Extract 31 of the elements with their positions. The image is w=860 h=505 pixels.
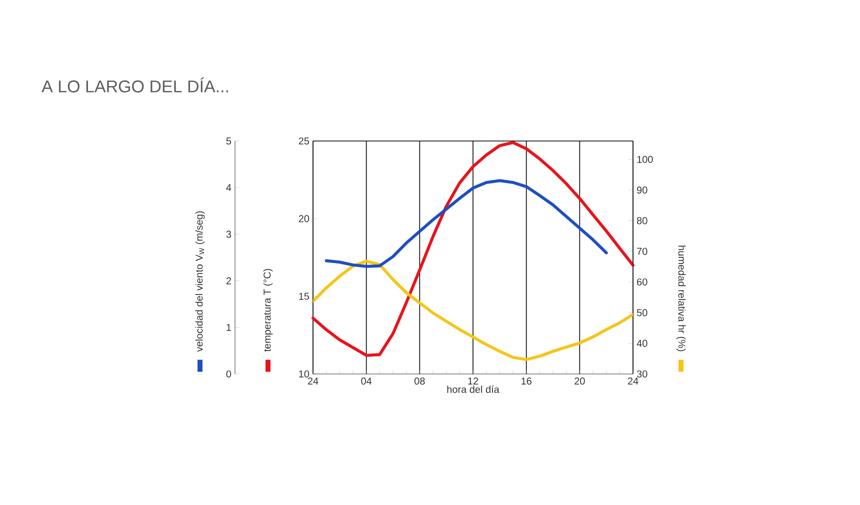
y3-tick-label: 1 <box>226 324 231 331</box>
y2-tick-label: 70 <box>637 248 648 255</box>
text: A LO LARGO DEL DÍA... <box>42 78 228 92</box>
y2-axis-title: humedad relativa hr (%) <box>676 246 686 352</box>
x-axis-title: hora del día <box>447 385 500 393</box>
x-tick-label: 04 <box>361 378 372 385</box>
y2-tick-label: 50 <box>636 309 648 316</box>
x-tick-label: 24 <box>308 378 318 384</box>
y3-tick-label: 3 <box>226 230 232 238</box>
y-tick-label: 15 <box>299 292 310 300</box>
y2-tick-label: 90 <box>637 186 648 194</box>
line-series <box>313 260 633 362</box>
x-tick-label: 08 <box>414 378 425 385</box>
y3-axis-title: velocidad del viento V$_{W}$ (m/seg) <box>195 211 205 352</box>
x-tick-label: 16 <box>522 378 532 385</box>
y-tick-label: 10 <box>299 370 310 378</box>
y3-tick-label: 4 <box>226 184 232 192</box>
x-tick-label: 24 <box>628 378 638 384</box>
y3-tick-label: 2 <box>226 277 231 284</box>
y2-tick-label: 40 <box>636 340 648 347</box>
y-tick-label: 20 <box>298 215 310 222</box>
y2-tick-label: 80 <box>636 217 648 224</box>
y2-tick-label: 30 <box>636 370 648 378</box>
y3-tick-label: 0 <box>226 370 232 378</box>
y2-tick-label: 60 <box>637 278 648 286</box>
y-tick-label: 25 <box>298 137 310 145</box>
x-tick-label: 20 <box>574 378 585 385</box>
y2-tick-label: 100 <box>637 156 653 163</box>
y-axis-title: temperatura T (°C) <box>263 268 273 352</box>
x-tick-label: 12 <box>468 378 478 384</box>
y3-tick-label: 5 <box>226 138 232 144</box>
